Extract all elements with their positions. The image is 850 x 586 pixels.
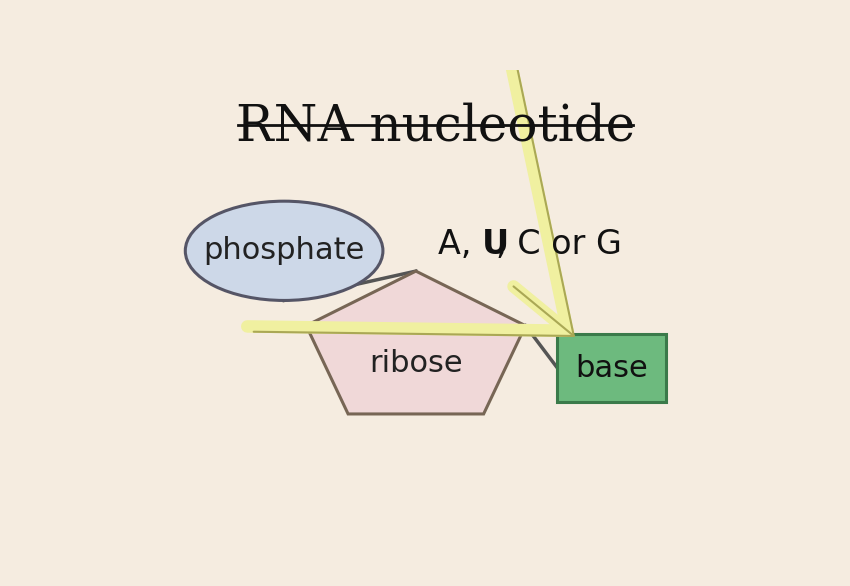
Text: U: U: [482, 227, 509, 261]
Text: , C or G: , C or G: [496, 227, 622, 261]
Text: RNA nucleotide: RNA nucleotide: [236, 102, 635, 151]
Text: phosphate: phosphate: [203, 236, 365, 265]
Polygon shape: [306, 271, 525, 414]
FancyArrowPatch shape: [247, 18, 568, 331]
FancyArrowPatch shape: [253, 23, 574, 336]
Text: ribose: ribose: [369, 349, 462, 378]
Ellipse shape: [185, 201, 382, 301]
Text: A,: A,: [438, 227, 482, 261]
Bar: [558, 334, 666, 402]
Text: base: base: [575, 353, 649, 383]
